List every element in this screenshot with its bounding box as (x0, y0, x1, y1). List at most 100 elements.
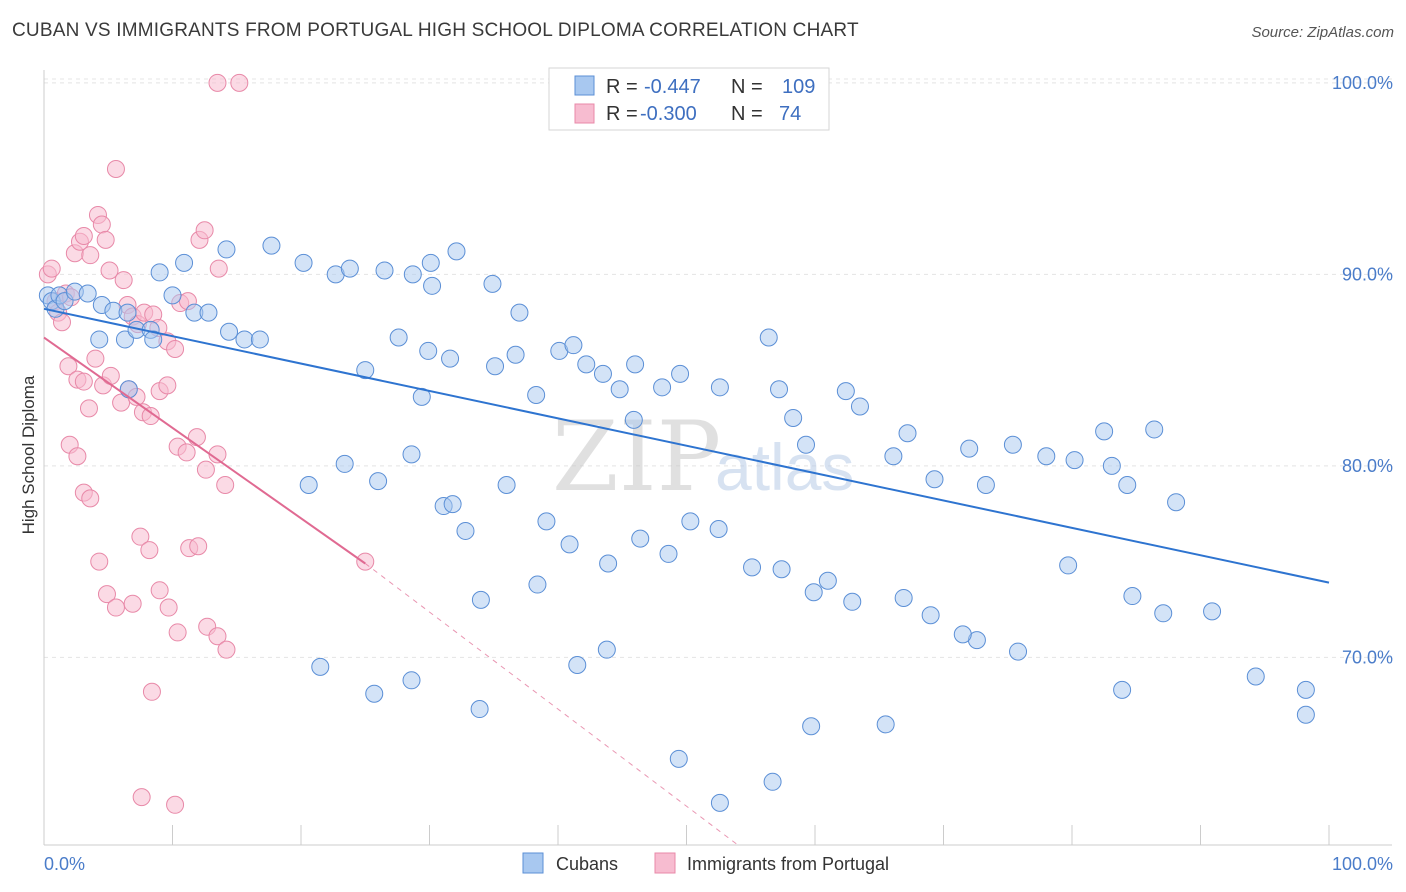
cubans-point (710, 378, 729, 397)
cubans-point (1113, 680, 1132, 699)
cubans-point (375, 261, 394, 280)
cubans-point (921, 606, 940, 625)
cubans-point (1296, 680, 1315, 699)
portugal-point (209, 259, 228, 278)
cubans-point (1167, 493, 1186, 512)
portugal-point (158, 376, 177, 395)
portugal-points (38, 73, 375, 814)
cubans-point (402, 671, 421, 690)
cubans-point (456, 521, 475, 540)
cubans-points (38, 236, 1315, 812)
cubans-point (1059, 556, 1078, 575)
cubans-point (818, 571, 837, 590)
portugal-point (140, 541, 159, 560)
portugal-point (106, 598, 125, 617)
cubans-point (671, 364, 690, 383)
portugal-point (142, 682, 161, 701)
cubans-point (626, 355, 645, 374)
legend-n-label-1: N = (731, 76, 763, 98)
cubans-point (369, 472, 388, 491)
cubans-point (471, 590, 490, 609)
cubans-point (599, 554, 618, 573)
cubans-point (294, 253, 313, 272)
portugal-trend-extension (364, 563, 739, 846)
cubans-point (506, 345, 525, 364)
portugal-point (92, 215, 111, 234)
cubans-point (403, 265, 422, 284)
cubans-point (118, 303, 137, 322)
cubans-point (876, 715, 895, 734)
cubans-point (804, 583, 823, 602)
portugal-point (96, 230, 115, 249)
legend-swatch-portugal (574, 103, 595, 124)
legend-bottom-swatch-portugal (654, 852, 676, 874)
portugal-point (217, 640, 236, 659)
cubans-point (443, 495, 462, 514)
cubans-point (423, 276, 442, 295)
cubans-point (894, 588, 913, 607)
cubans-point (1145, 420, 1164, 439)
cubans-point (850, 397, 869, 416)
cubans-point (597, 640, 616, 659)
portugal-point (106, 160, 125, 179)
cubans-point (250, 330, 269, 349)
portugal-point (114, 271, 133, 290)
legend-box (548, 67, 830, 131)
trend-lines (43, 307, 1330, 846)
cubans-point (784, 408, 803, 427)
cubans-point (898, 424, 917, 443)
portugal-point (168, 623, 187, 642)
cubans-point (577, 355, 596, 374)
legend-swatch-cubans (574, 75, 595, 96)
cubans-point (770, 380, 789, 399)
legend-r-value-1: -0.447 (644, 76, 701, 98)
cubans-point (217, 240, 236, 259)
portugal-point (79, 399, 98, 418)
y-axis-label: High School Diploma (19, 375, 38, 534)
cubans-point (1037, 447, 1056, 466)
cubans-point (802, 717, 821, 736)
portugal-point (59, 357, 78, 376)
cubans-point (631, 529, 650, 548)
legend-n-value-2: 74 (779, 103, 801, 125)
legend-r-label-2: R = (606, 103, 638, 125)
portugal-point (150, 581, 169, 600)
cubans-point (1296, 705, 1315, 724)
x-tick-label: 0.0% (44, 854, 85, 874)
portugal-point (81, 489, 100, 508)
legend-bottom-swatch-cubans (522, 852, 544, 874)
legend-n-value-1: 109 (782, 76, 815, 98)
portugal-point (131, 527, 150, 546)
cubans-point (1154, 604, 1173, 623)
cubans-point (681, 512, 700, 531)
cubans-point (419, 341, 438, 360)
portugal-trend-line (43, 336, 366, 565)
cubans-point (510, 303, 529, 322)
cubans-point (653, 378, 672, 397)
source-credit: Source: ZipAtlas.com (1251, 24, 1394, 41)
cubans-point (311, 657, 330, 676)
cubans-point (925, 470, 944, 489)
axes (43, 70, 1392, 846)
cubans-point (402, 445, 421, 464)
cubans-point (340, 259, 359, 278)
cubans-point (144, 330, 163, 349)
cubans-point (1203, 602, 1222, 621)
portugal-point (195, 221, 214, 240)
portugal-point (196, 460, 215, 479)
portugal-point (68, 447, 87, 466)
portugal-point (101, 366, 120, 385)
y-tick-label: 80.0% (1342, 456, 1393, 476)
cubans-point (560, 535, 579, 554)
cubans-point (1118, 475, 1137, 494)
cubans-point (564, 336, 583, 355)
x-tick-label: 100.0% (1332, 854, 1393, 874)
grid-lines (43, 78, 1392, 845)
cubans-point (115, 330, 134, 349)
cubans-point (610, 380, 629, 399)
cubans-point (710, 793, 729, 812)
cubans-point (119, 380, 138, 399)
legend-r-value-2: -0.300 (640, 103, 697, 125)
portugal-point (356, 552, 375, 571)
